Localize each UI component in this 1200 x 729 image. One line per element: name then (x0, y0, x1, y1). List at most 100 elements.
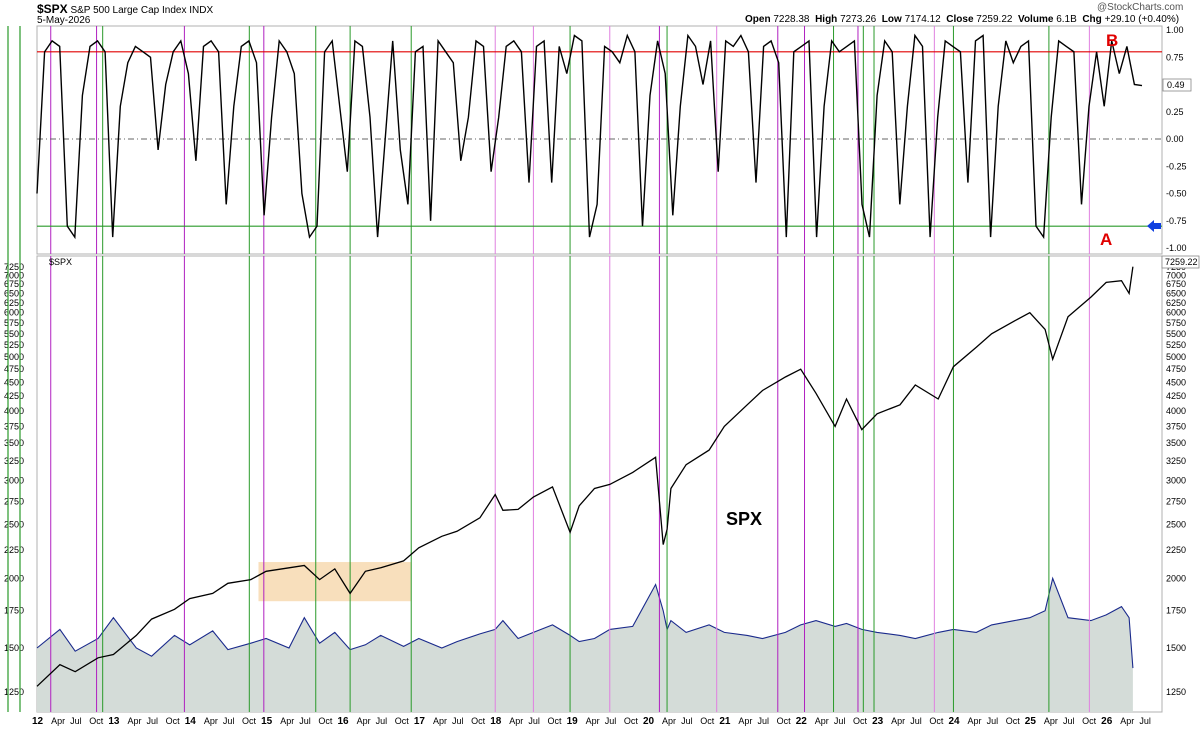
x-tick-label: 17 (414, 716, 426, 727)
price-y-tick-right: 4500 (1166, 377, 1186, 387)
volume-label: Volume (1018, 14, 1054, 25)
x-tick-label: Oct (318, 716, 333, 726)
chart-date: 5-May-2026 (37, 15, 91, 26)
x-tick-label: Jul (70, 716, 82, 726)
high-label: High (815, 14, 838, 25)
x-tick-label: Oct (242, 716, 257, 726)
arrow-left-icon (1147, 220, 1161, 232)
x-tick-label: 12 (32, 716, 44, 727)
symbol: $SPX (37, 2, 68, 16)
price-y-tick-right: 3000 (1166, 475, 1186, 485)
oscillator-y-tick-label: 0.75 (1166, 52, 1184, 62)
x-tick-label: Jul (910, 716, 922, 726)
x-tick-label: Oct (777, 716, 792, 726)
x-tick-label: 24 (948, 716, 960, 727)
price-y-tick-left: 7250 (4, 262, 24, 272)
x-tick-label: Apr (662, 716, 676, 726)
price-y-tick-right: 3500 (1166, 438, 1186, 448)
open-label: Open (745, 14, 771, 25)
x-tick-label: Jul (376, 716, 388, 726)
oscillator-y-tick-label: -0.25 (1166, 161, 1187, 171)
oscillator-y-tick-label: 1.00 (1166, 25, 1184, 35)
high-value: 7273.26 (840, 14, 877, 25)
price-y-tick-right: 1750 (1166, 606, 1186, 616)
price-y-tick-right: 5750 (1166, 318, 1186, 328)
oscillator-panel: 1.000.750.500.250.00-0.25-0.50-0.75-1.00… (36, 25, 1192, 255)
chg-label: Chg (1082, 14, 1102, 25)
index-name: S&P 500 Large Cap Index (70, 5, 187, 16)
x-tick-label: Oct (1082, 716, 1097, 726)
price-y-tick-left: 5750 (4, 318, 24, 328)
price-y-tick-right: 2250 (1166, 545, 1186, 555)
price-series-line (36, 266, 1134, 687)
price-y-tick-right: 3250 (1166, 456, 1186, 466)
x-tick-label: 19 (567, 716, 579, 727)
chart-header-title: $SPX S&P 500 Large Cap Index INDX (37, 2, 213, 16)
price-y-tick-right: 2500 (1166, 519, 1186, 529)
x-tick-label: Jul (681, 716, 693, 726)
price-y-tick-left: 5500 (4, 329, 24, 339)
x-tick-label: Oct (166, 716, 181, 726)
x-tick-label: Jul (299, 716, 311, 726)
x-tick-label: Apr (357, 716, 371, 726)
price-y-tick-left: 6500 (4, 288, 24, 298)
x-tick-label: Apr (1120, 716, 1134, 726)
x-tick-label: 21 (719, 716, 731, 727)
price-y-tick-left: 4750 (4, 364, 24, 374)
x-tick-label: Oct (471, 716, 486, 726)
ohlc-readout: Open 7228.38 High 7273.26 Low 7174.12 Cl… (745, 14, 1179, 25)
x-tick-label: Apr (738, 716, 752, 726)
x-tick-label: Apr (204, 716, 218, 726)
price-y-tick-right: 5500 (1166, 329, 1186, 339)
price-y-tick-left: 2000 (4, 573, 24, 583)
oscillator-y-tick-label: 0.00 (1166, 134, 1184, 144)
x-tick-label: 15 (261, 716, 273, 727)
price-y-tick-right: 6750 (1166, 279, 1186, 289)
open-value: 7228.38 (773, 14, 810, 25)
x-tick-label: Jul (758, 716, 770, 726)
price-y-tick-right: 1250 (1166, 687, 1186, 697)
price-y-tick-left: 5250 (4, 340, 24, 350)
volume-value: 6.1B (1056, 14, 1077, 25)
x-tick-label: Jul (834, 716, 846, 726)
price-y-tick-left: 6000 (4, 308, 24, 318)
x-tick-label: Apr (509, 716, 523, 726)
annotation-b: B (1106, 31, 1118, 50)
x-tick-label: Jul (1063, 716, 1075, 726)
x-axis: 12 Apr Jul Oct 13 Apr Jul Oct 14 Apr Jul Oct 15 Apr Ju… (32, 716, 1151, 727)
x-tick-label: Apr (433, 716, 447, 726)
price-y-tick-right: 2000 (1166, 573, 1186, 583)
price-y-tick-left: 3750 (4, 421, 24, 431)
price-y-axis: 7250725070007000675067506500650062506250… (4, 262, 1186, 697)
price-y-tick-left: 2750 (4, 496, 24, 506)
x-tick-label: 14 (185, 716, 197, 727)
x-tick-label: Apr (586, 716, 600, 726)
exchange: INDX (189, 5, 214, 16)
price-y-tick-left: 3250 (4, 456, 24, 466)
price-y-tick-right: 3750 (1166, 421, 1186, 431)
x-tick-label: Apr (1044, 716, 1058, 726)
x-tick-label: 18 (490, 716, 502, 727)
price-y-tick-left: 2500 (4, 519, 24, 529)
x-tick-label: Oct (700, 716, 715, 726)
price-y-tick-left: 3000 (4, 475, 24, 485)
oscillator-y-tick-label: 0.25 (1166, 107, 1184, 117)
close-label: Close (946, 14, 974, 25)
x-tick-label: 26 (1101, 716, 1113, 727)
oscillator-y-axis: 1.000.750.500.250.00-0.25-0.50-0.75-1.00 (1166, 25, 1187, 253)
consolidation-highlight-box (258, 562, 412, 602)
price-y-tick-left: 1250 (4, 687, 24, 697)
x-tick-label: Apr (815, 716, 829, 726)
price-y-tick-right: 7000 (1166, 270, 1186, 280)
x-tick-label: Oct (624, 716, 639, 726)
price-y-tick-left: 5000 (4, 352, 24, 362)
oscillator-last-value: 0.49 (1167, 80, 1185, 90)
x-tick-label: Jul (452, 716, 464, 726)
price-y-tick-right: 5250 (1166, 340, 1186, 350)
low-label: Low (881, 14, 902, 25)
chg-value: +29.10 (+0.40%) (1104, 14, 1180, 25)
x-tick-label: Jul (223, 716, 235, 726)
price-y-tick-right: 2750 (1166, 496, 1186, 506)
x-tick-label: Oct (395, 716, 410, 726)
